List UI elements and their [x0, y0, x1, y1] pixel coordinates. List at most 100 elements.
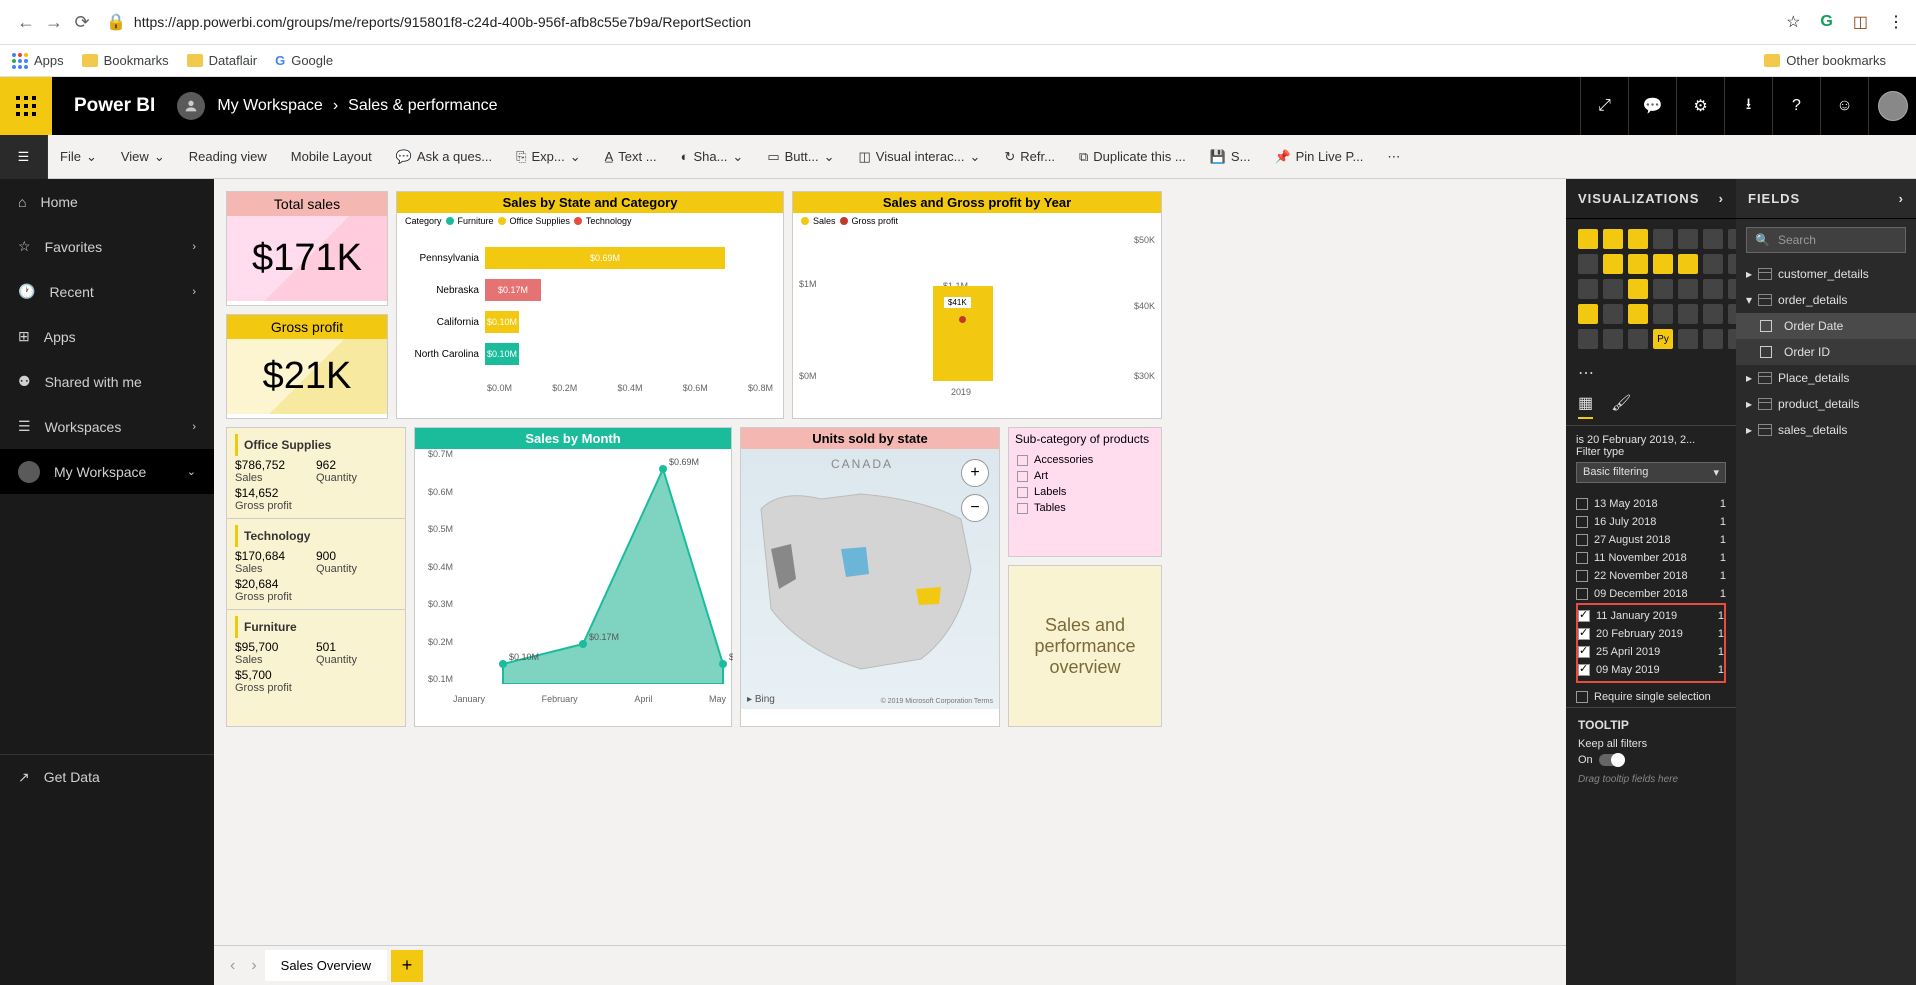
- viz-type-icon[interactable]: [1653, 229, 1673, 249]
- visual-interactions-button[interactable]: ◫Visual interac... ⌄: [859, 149, 981, 165]
- breadcrumb-workspace[interactable]: My Workspace: [217, 97, 323, 115]
- map-visual[interactable]: Units sold by state + − CANADA UNITED ST…: [740, 427, 1000, 727]
- explore-button[interactable]: ⎘Exp... ⌄: [516, 149, 581, 165]
- viz-type-icon[interactable]: [1578, 254, 1598, 274]
- viz-type-icon[interactable]: [1628, 254, 1648, 274]
- user-avatar-small[interactable]: [177, 92, 205, 120]
- ask-question-button[interactable]: 💬Ask a ques...: [396, 149, 492, 165]
- format-tab[interactable]: 🖌: [1611, 393, 1631, 419]
- bookmark-google[interactable]: GGoogle: [275, 53, 333, 68]
- add-page-button[interactable]: +: [391, 950, 423, 982]
- download-icon[interactable]: ⭳: [1724, 77, 1772, 135]
- filter-option[interactable]: 09 December 20181: [1576, 585, 1726, 603]
- viz-type-icon[interactable]: [1653, 254, 1673, 274]
- bookmark-folder[interactable]: Bookmarks: [82, 53, 169, 68]
- chart-sales-by-year[interactable]: Sales and Gross profit by Year Sales Gro…: [792, 191, 1162, 419]
- tab-prev[interactable]: ‹: [222, 957, 243, 975]
- viz-type-icon[interactable]: [1603, 254, 1623, 274]
- chevron-right-icon[interactable]: ›: [1719, 191, 1724, 206]
- back-button[interactable]: ←: [12, 8, 40, 36]
- filter-option[interactable]: 13 May 20181: [1576, 495, 1726, 513]
- viz-type-icon[interactable]: [1703, 329, 1723, 349]
- mobile-layout-button[interactable]: Mobile Layout: [291, 149, 372, 164]
- pin-button[interactable]: 📌Pin Live P...: [1274, 149, 1363, 165]
- nav-toggle[interactable]: ☰: [0, 135, 48, 179]
- nav-getdata[interactable]: ↗Get Data: [0, 754, 214, 799]
- viz-type-icon[interactable]: [1603, 304, 1623, 324]
- view-menu[interactable]: View ⌄: [121, 149, 165, 165]
- card-gross-profit[interactable]: Gross profit $21K: [226, 314, 388, 419]
- field-column[interactable]: Order ID: [1736, 339, 1916, 365]
- viz-type-icon[interactable]: [1678, 279, 1698, 299]
- multirow-card[interactable]: Office Supplies $786,752Sales962Quantity…: [226, 427, 406, 727]
- viz-type-icon[interactable]: [1703, 254, 1723, 274]
- viz-type-icon[interactable]: [1653, 304, 1673, 324]
- smiley-icon[interactable]: ☺: [1820, 77, 1868, 135]
- filter-option[interactable]: 16 July 20181: [1576, 513, 1726, 531]
- viz-type-icon[interactable]: [1678, 329, 1698, 349]
- viz-type-icon[interactable]: [1678, 304, 1698, 324]
- toggle-switch[interactable]: [1599, 754, 1625, 766]
- card-total-sales[interactable]: Total sales $171K: [226, 191, 388, 306]
- nav-home[interactable]: ⌂Home: [0, 179, 214, 224]
- buttons-button[interactable]: ▭Butt... ⌄: [767, 149, 834, 165]
- other-bookmarks[interactable]: Other bookmarks: [1764, 53, 1886, 68]
- viz-type-icon[interactable]: [1603, 279, 1623, 299]
- browser-menu-icon[interactable]: ⋮: [1888, 12, 1904, 32]
- reload-button[interactable]: ⟳: [68, 8, 96, 36]
- save-button[interactable]: 💾S...: [1210, 149, 1251, 165]
- filter-option[interactable]: 09 May 20191: [1578, 661, 1724, 679]
- textbox-overview[interactable]: Sales and performance overview: [1008, 565, 1162, 727]
- viz-python-icon[interactable]: Py: [1653, 329, 1673, 349]
- nav-myworkspace[interactable]: My Workspace⌄: [0, 449, 214, 494]
- tab-sales-overview[interactable]: Sales Overview: [265, 950, 387, 981]
- filter-option[interactable]: 22 November 20181: [1576, 567, 1726, 585]
- viz-type-icon[interactable]: [1628, 279, 1648, 299]
- slicer-option[interactable]: Labels: [1017, 484, 1153, 500]
- field-table[interactable]: ▸product_details: [1736, 391, 1916, 417]
- slicer-option[interactable]: Accessories: [1017, 452, 1153, 468]
- viz-type-icon[interactable]: [1628, 304, 1648, 324]
- field-table[interactable]: ▸sales_details: [1736, 417, 1916, 443]
- viz-type-icon[interactable]: [1578, 304, 1598, 324]
- more-button[interactable]: ⋯: [1387, 149, 1400, 165]
- fields-search[interactable]: 🔍 Search: [1746, 227, 1906, 253]
- slicer-option[interactable]: Tables: [1017, 500, 1153, 516]
- chevron-right-icon[interactable]: ›: [1899, 191, 1904, 206]
- nav-favorites[interactable]: ☆Favorites›: [0, 224, 214, 269]
- account-avatar[interactable]: [1868, 77, 1916, 135]
- nav-shared[interactable]: ⚉Shared with me: [0, 359, 214, 404]
- reading-view-button[interactable]: Reading view: [189, 149, 267, 164]
- field-table[interactable]: ▾order_details: [1736, 287, 1916, 313]
- filter-option[interactable]: 11 November 20181: [1576, 549, 1726, 567]
- shapes-button[interactable]: ◐Sha... ⌄: [681, 149, 744, 165]
- help-icon[interactable]: ?: [1772, 77, 1820, 135]
- field-column[interactable]: Order Date: [1736, 313, 1916, 339]
- bookmark-dataflair[interactable]: Dataflair: [187, 53, 257, 68]
- fields-tab[interactable]: ▦: [1578, 393, 1593, 419]
- filter-option[interactable]: 20 February 20191: [1578, 625, 1724, 643]
- more-options[interactable]: ⋯: [1566, 359, 1736, 387]
- viz-type-icon[interactable]: [1628, 329, 1648, 349]
- comment-icon[interactable]: 💬: [1628, 77, 1676, 135]
- duplicate-button[interactable]: ⧉Duplicate this ...: [1079, 149, 1186, 165]
- textbox-button[interactable]: A̲Text ...: [605, 149, 657, 164]
- star-icon[interactable]: ☆: [1786, 12, 1800, 32]
- viz-type-icon[interactable]: [1678, 254, 1698, 274]
- tab-next[interactable]: ›: [243, 957, 264, 975]
- viz-type-icon[interactable]: [1678, 229, 1698, 249]
- viz-type-icon[interactable]: [1603, 329, 1623, 349]
- nav-workspaces[interactable]: ☰Workspaces›: [0, 404, 214, 449]
- file-menu[interactable]: File ⌄: [60, 149, 97, 165]
- filter-option[interactable]: 25 April 20191: [1578, 643, 1724, 661]
- viz-type-icon[interactable]: [1653, 279, 1673, 299]
- viz-type-icon[interactable]: [1628, 229, 1648, 249]
- nav-apps[interactable]: ⊞Apps: [0, 314, 214, 359]
- viz-type-icon[interactable]: [1703, 229, 1723, 249]
- nav-recent[interactable]: 🕐Recent›: [0, 269, 214, 314]
- grammarly-icon[interactable]: G: [1820, 13, 1832, 31]
- filter-option[interactable]: 27 August 20181: [1576, 531, 1726, 549]
- fullscreen-icon[interactable]: ⤢: [1580, 77, 1628, 135]
- slicer-option[interactable]: Art: [1017, 468, 1153, 484]
- extension-icon[interactable]: ◫: [1853, 12, 1868, 32]
